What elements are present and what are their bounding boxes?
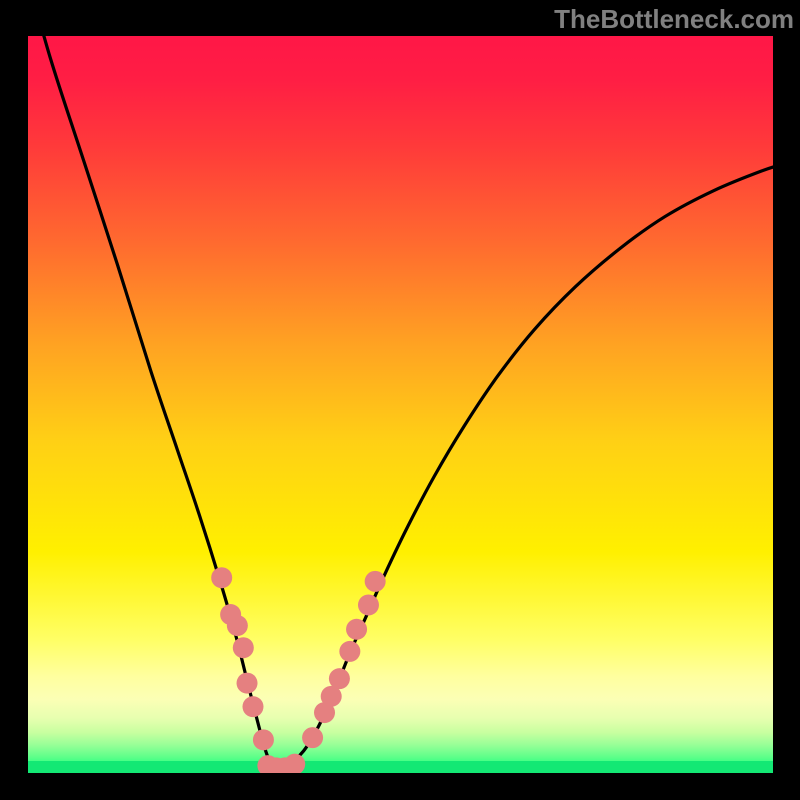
frame-left [0, 0, 28, 800]
dot [284, 754, 305, 773]
data-dots [28, 36, 773, 773]
dot [233, 637, 254, 658]
dot [211, 567, 232, 588]
dot [253, 729, 274, 750]
plot-area [28, 36, 773, 773]
dot [227, 615, 248, 636]
dot [365, 571, 386, 592]
dot [358, 594, 379, 615]
watermark: TheBottleneck.com [554, 4, 794, 35]
dot [242, 696, 263, 717]
dot [237, 673, 258, 694]
dot [346, 619, 367, 640]
dot [339, 641, 360, 662]
dot [329, 668, 350, 689]
frame-right [773, 0, 800, 800]
dot [302, 727, 323, 748]
frame-bottom [0, 773, 800, 800]
